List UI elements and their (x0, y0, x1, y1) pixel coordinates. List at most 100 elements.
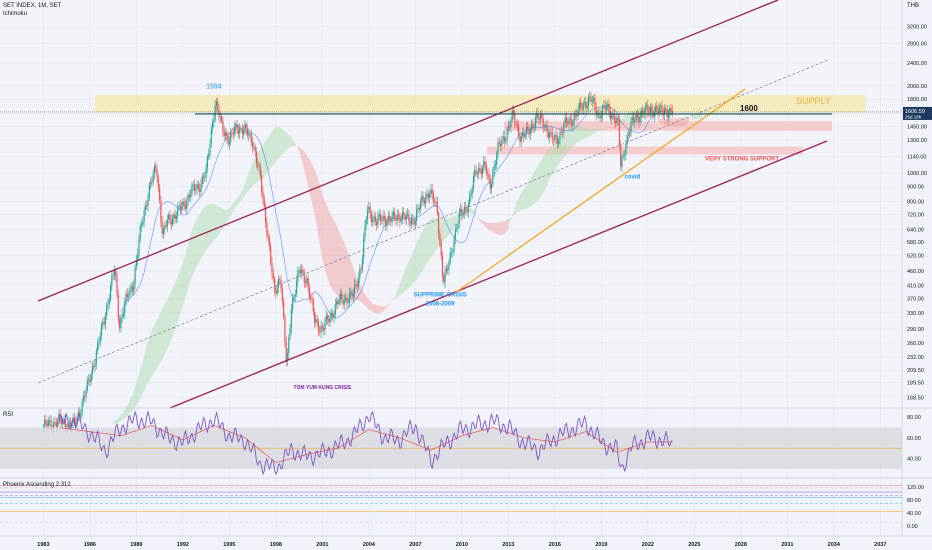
candle-body (587, 96, 590, 106)
cloud-segment (326, 204, 331, 286)
candle-body (617, 117, 619, 121)
candle-body (620, 145, 622, 167)
candle-body (373, 216, 375, 220)
candle-body (549, 132, 551, 138)
cloud-segment (225, 208, 230, 224)
cloud-segment (140, 356, 145, 399)
candle-body (569, 118, 571, 120)
cloud-segment (539, 157, 544, 200)
candle-body (134, 267, 136, 284)
x-tick-label: 1995 (223, 542, 235, 548)
cloud-segment (434, 217, 439, 253)
candle-body (284, 316, 286, 342)
candle-body (239, 127, 241, 134)
cloud-segment (481, 219, 486, 227)
rsi-tick-label: 40.00 (907, 457, 921, 463)
candle-body (285, 341, 287, 362)
cloud-segment (674, 117, 679, 127)
candle-body (537, 113, 539, 120)
candle-body (487, 173, 489, 175)
cloud-segment (182, 250, 187, 306)
y-tick-label: 290.00 (907, 327, 924, 333)
candle-body (64, 419, 66, 428)
candle-body (594, 98, 596, 108)
candle-body (452, 251, 454, 253)
cloud-segment (117, 415, 121, 423)
candle-body (432, 193, 435, 202)
indicator-title[interactable]: Ichimoku (3, 11, 28, 17)
candle-body (542, 118, 544, 128)
candle-body (295, 281, 298, 295)
cloud-segment (229, 203, 234, 218)
candle-body (255, 151, 258, 163)
candle-body (518, 125, 520, 137)
candle-body (248, 133, 250, 136)
candle-body (577, 108, 579, 117)
y-tick-label: 3200.00 (907, 25, 927, 31)
candle-body (652, 109, 654, 117)
annotation-label: covid (624, 174, 640, 180)
cloud-segment (624, 112, 629, 123)
cloud-segment (512, 203, 517, 217)
candle-body (263, 199, 265, 207)
candle-body (502, 136, 504, 140)
rsi-title[interactable]: RSI (3, 412, 14, 418)
cloud-segment (523, 183, 528, 210)
candle-body (160, 200, 162, 222)
candle-body (337, 301, 339, 304)
candle-body (140, 224, 143, 226)
candle-body (399, 215, 401, 222)
cloud-segment (388, 300, 393, 307)
candle-body (47, 420, 50, 427)
candle-body (170, 220, 172, 225)
candle-body (208, 153, 210, 157)
candle-body (592, 98, 595, 100)
candle-body (168, 214, 170, 220)
cloud-segment (275, 126, 280, 162)
annotation-label: TOM YUM KUNG CRISIS (294, 385, 352, 391)
candle-body (152, 173, 154, 183)
candle-body (515, 123, 517, 125)
x-tick-label: 1989 (130, 542, 142, 548)
candle-body (133, 283, 135, 292)
candle-body (485, 164, 487, 174)
cloud-segment (415, 237, 420, 282)
candle-body (137, 254, 139, 261)
x-tick-label: 2010 (456, 542, 468, 548)
cloud-segment (167, 291, 172, 349)
candle-body (155, 166, 157, 170)
candle-body (195, 189, 197, 191)
candle-body (116, 276, 118, 296)
candle-body (366, 209, 369, 220)
candle-body (572, 122, 574, 126)
cloud-segment (430, 217, 435, 258)
candle-body (450, 252, 453, 254)
candle-body (293, 296, 295, 299)
candle-body (430, 189, 432, 195)
cloud-segment (186, 233, 191, 293)
candle-body (85, 390, 87, 397)
candle-body (86, 380, 88, 391)
candle-body (435, 201, 437, 203)
candle-body (604, 105, 606, 110)
y-tick-label: 1000.00 (907, 171, 927, 177)
x-tick-label: 1986 (84, 542, 96, 548)
candle-body (536, 113, 538, 118)
candle-body (551, 132, 553, 140)
cloud-segment (690, 115, 695, 120)
symbol-title[interactable]: SET INDEX, 1M, SET (3, 3, 62, 9)
cloud-segment (120, 410, 125, 422)
candle-body (304, 282, 307, 284)
cloud-segment (570, 125, 575, 150)
cloud-segment (601, 128, 606, 130)
candle-body (46, 423, 48, 427)
candle-body (196, 184, 198, 190)
y-tick-label: 900.00 (907, 184, 924, 190)
candle-body (614, 120, 617, 124)
candle-body (633, 117, 635, 123)
candle-body (394, 212, 396, 219)
cloud-segment (519, 189, 524, 211)
candle-body (644, 106, 646, 115)
phoenix-title[interactable]: Phoenix Ascending 2.312 (3, 482, 71, 488)
candle-body (634, 120, 636, 123)
